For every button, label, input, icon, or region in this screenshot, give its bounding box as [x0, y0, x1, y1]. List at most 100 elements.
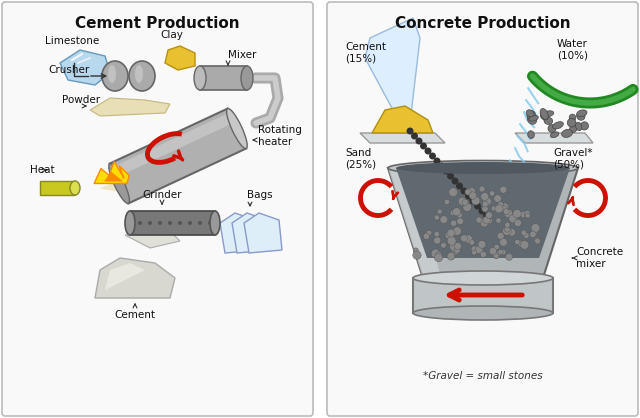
- Circle shape: [411, 133, 418, 140]
- Ellipse shape: [570, 125, 577, 133]
- FancyBboxPatch shape: [2, 2, 313, 416]
- Circle shape: [456, 183, 463, 189]
- Circle shape: [521, 230, 527, 235]
- Circle shape: [449, 242, 458, 251]
- Text: Bags: Bags: [247, 190, 273, 200]
- Text: Clay: Clay: [161, 30, 184, 40]
- Polygon shape: [244, 213, 282, 253]
- Circle shape: [462, 199, 468, 205]
- Circle shape: [447, 252, 454, 260]
- Polygon shape: [60, 50, 110, 85]
- Ellipse shape: [194, 66, 206, 90]
- Ellipse shape: [540, 113, 548, 120]
- Ellipse shape: [527, 111, 536, 120]
- Circle shape: [500, 238, 508, 246]
- Ellipse shape: [108, 65, 116, 83]
- Ellipse shape: [241, 66, 253, 90]
- Circle shape: [500, 249, 506, 255]
- Circle shape: [413, 251, 421, 259]
- Text: *Gravel = small stones: *Gravel = small stones: [423, 371, 543, 381]
- Circle shape: [479, 207, 486, 214]
- Circle shape: [498, 250, 503, 255]
- Circle shape: [440, 216, 448, 224]
- Text: Cement Production: Cement Production: [75, 15, 239, 31]
- Ellipse shape: [125, 211, 135, 235]
- Text: Water
(10%): Water (10%): [557, 39, 588, 61]
- Circle shape: [441, 242, 447, 248]
- Circle shape: [448, 252, 456, 259]
- Circle shape: [504, 227, 510, 232]
- Circle shape: [453, 227, 461, 235]
- Circle shape: [518, 240, 525, 247]
- Circle shape: [449, 188, 458, 196]
- Circle shape: [479, 218, 486, 225]
- Ellipse shape: [543, 111, 554, 117]
- Ellipse shape: [135, 65, 143, 83]
- Circle shape: [424, 148, 431, 155]
- Circle shape: [524, 233, 529, 238]
- Polygon shape: [372, 106, 433, 133]
- Text: Grinder: Grinder: [142, 190, 182, 200]
- Circle shape: [438, 163, 445, 170]
- Ellipse shape: [109, 163, 129, 204]
- Circle shape: [480, 219, 488, 227]
- Ellipse shape: [529, 115, 538, 121]
- Polygon shape: [105, 263, 145, 290]
- Circle shape: [436, 252, 442, 258]
- Circle shape: [445, 231, 453, 239]
- Circle shape: [148, 221, 152, 225]
- Circle shape: [531, 224, 540, 232]
- Circle shape: [515, 240, 520, 245]
- Circle shape: [465, 193, 472, 199]
- Ellipse shape: [577, 110, 587, 117]
- Text: Crusher: Crusher: [48, 65, 89, 75]
- Circle shape: [490, 191, 495, 196]
- Ellipse shape: [580, 122, 589, 130]
- FancyBboxPatch shape: [327, 2, 638, 416]
- Text: Concrete Production: Concrete Production: [395, 15, 571, 31]
- Circle shape: [474, 202, 481, 209]
- Circle shape: [178, 221, 182, 225]
- Circle shape: [454, 209, 460, 215]
- Circle shape: [497, 232, 504, 240]
- Circle shape: [514, 219, 522, 227]
- Circle shape: [464, 235, 472, 243]
- Circle shape: [502, 227, 511, 235]
- Ellipse shape: [413, 306, 553, 320]
- Circle shape: [413, 248, 419, 253]
- Circle shape: [525, 213, 530, 218]
- Ellipse shape: [577, 112, 585, 120]
- Polygon shape: [360, 133, 445, 143]
- Circle shape: [469, 192, 477, 199]
- Circle shape: [454, 242, 461, 250]
- Text: Heat: Heat: [30, 165, 54, 175]
- Circle shape: [524, 211, 531, 217]
- Circle shape: [420, 143, 427, 150]
- Circle shape: [520, 211, 527, 217]
- Circle shape: [479, 186, 485, 192]
- Circle shape: [168, 221, 172, 225]
- Circle shape: [452, 208, 461, 216]
- Circle shape: [483, 217, 490, 224]
- Bar: [40, 181, 75, 195]
- Circle shape: [437, 209, 442, 214]
- Circle shape: [198, 221, 202, 225]
- Polygon shape: [388, 168, 441, 278]
- Circle shape: [532, 229, 538, 234]
- Ellipse shape: [129, 61, 155, 91]
- Ellipse shape: [227, 109, 247, 148]
- Circle shape: [483, 201, 488, 207]
- Polygon shape: [110, 109, 246, 204]
- Circle shape: [457, 212, 463, 218]
- Ellipse shape: [569, 114, 576, 121]
- Circle shape: [415, 138, 422, 145]
- Circle shape: [423, 233, 429, 240]
- Polygon shape: [95, 258, 175, 298]
- Circle shape: [158, 221, 162, 225]
- Circle shape: [503, 209, 509, 215]
- Circle shape: [426, 230, 432, 236]
- Circle shape: [450, 210, 456, 216]
- Polygon shape: [165, 46, 195, 70]
- Circle shape: [506, 253, 513, 260]
- Circle shape: [491, 206, 496, 211]
